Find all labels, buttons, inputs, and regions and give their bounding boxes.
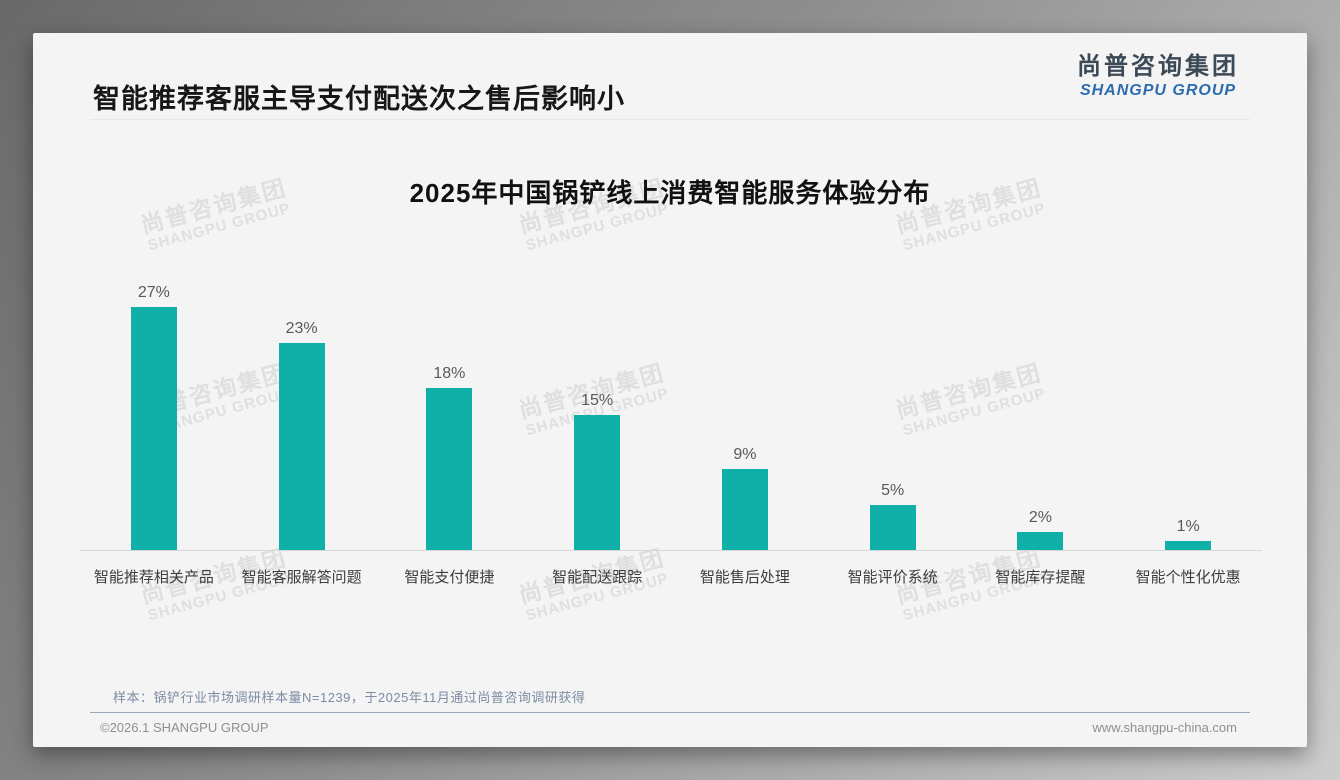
bar-column: 27% [80, 283, 228, 550]
category-label: 智能配送跟踪 [552, 569, 643, 586]
category-label: 智能售后处理 [699, 569, 790, 586]
bar [278, 343, 325, 550]
bar-column: 9% [671, 283, 819, 550]
bar [574, 415, 621, 550]
bar-value-label: 27% [137, 284, 170, 301]
bar-value-label: 23% [285, 320, 318, 337]
bar-column: 2% [967, 283, 1115, 550]
bar-value-label: 9% [733, 446, 757, 463]
chart-title: 2025年中国锅铲线上消费智能服务体验分布 [409, 178, 931, 208]
bar [1165, 541, 1212, 550]
category-axis: 智能推荐相关产品 智能客服解答问题 智能支付便捷 智能配送跟踪 智能售后处理 智能评价系统… [80, 551, 1262, 587]
category-label: 智能评价系统 [847, 569, 938, 586]
bar-column: 15% [523, 283, 671, 550]
bar [721, 469, 768, 550]
bar [869, 505, 916, 550]
category-label: 智能个性化优惠 [1135, 569, 1241, 586]
category-label: 智能支付便捷 [404, 569, 495, 586]
footer: ©2026.1 SHANGPU GROUP www.shangpu-china.… [100, 720, 1237, 735]
category-label: 智能库存提醒 [995, 569, 1086, 586]
slide-card: 尚普咨询集团 SHANGPU GROUP 尚普咨询集团 SHANGPU GROUP 尚普… [33, 33, 1307, 747]
sample-footnote: 样本：锅铲行业市场调研样本量N=1239，于2025年11月通过尚普咨询调研获得 [113, 690, 586, 705]
bar-value-label: 15% [581, 392, 614, 409]
logo-en-text: SHANGPU GROUP [1079, 81, 1237, 99]
bar-value-label: 18% [433, 365, 466, 382]
company-logo: 尚普咨询集团 SHANGPU GROUP [1077, 53, 1239, 99]
category-label: 智能推荐相关产品 [93, 569, 214, 586]
page-title: 智能推荐客服主导支付配送次之售后影响小 [93, 84, 625, 114]
bar-chart: 27% 23% 18% 15% 9% 5% 2% 1% 智能推荐相关产品 智能客服解答问题 智能支… [80, 283, 1262, 587]
bar-column: 1% [1114, 283, 1262, 550]
logo-cn-text: 尚普咨询集团 [1077, 53, 1239, 80]
bar [130, 307, 177, 550]
header-divider [90, 119, 1250, 120]
website-url: www.shangpu-china.com [1092, 720, 1237, 735]
bar [426, 388, 473, 550]
bar-value-label: 1% [1176, 518, 1200, 535]
copyright-text: ©2026.1 SHANGPU GROUP [100, 720, 269, 735]
footer-divider [90, 712, 1250, 713]
bar-value-label: 5% [881, 482, 905, 499]
bar-column: 18% [376, 283, 524, 550]
bar-value-label: 2% [1028, 509, 1052, 526]
category-label: 智能客服解答问题 [241, 569, 362, 586]
plot-area: 27% 23% 18% 15% 9% 5% 2% 1% [80, 283, 1262, 551]
bar [1017, 532, 1064, 550]
bar-column: 23% [228, 283, 376, 550]
bar-column: 5% [819, 283, 967, 550]
